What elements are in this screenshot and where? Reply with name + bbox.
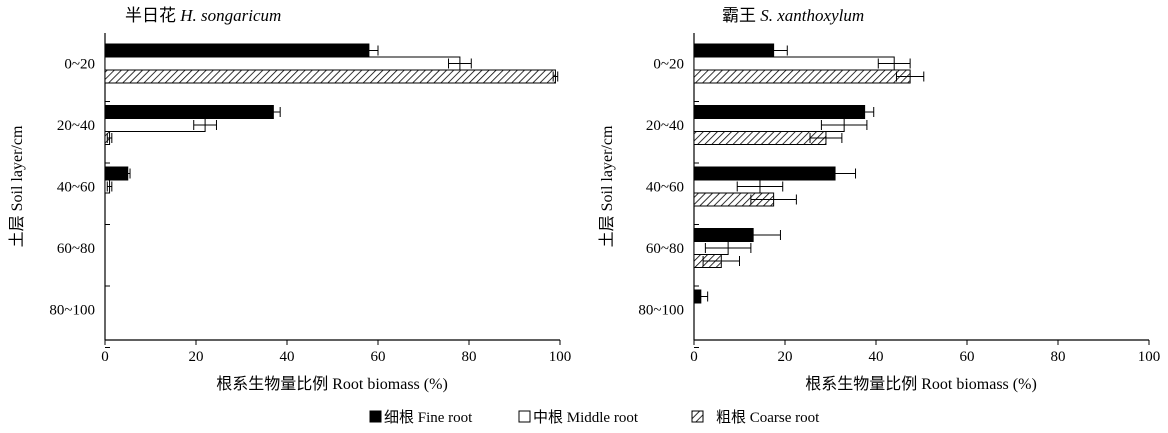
chart-panel-1: 半日花 H. songaricum 0 20 40 60 80 100 0~20 20~40 40… <box>8 6 571 393</box>
legend-item-middle: 中根 Middle root <box>518 409 639 426</box>
error-bar-fine <box>814 168 857 179</box>
error-bar-fine <box>124 168 131 179</box>
bar-fine <box>104 43 370 58</box>
x-tick-label: 100 <box>1138 349 1161 365</box>
error-bar-coarse <box>895 71 925 82</box>
y-tick-label: 80~100 <box>638 303 684 319</box>
error-bar-middle <box>193 120 217 130</box>
chart-title-cn: 半日花 <box>125 6 180 25</box>
chart-title-latin: H. songaricum <box>179 6 281 25</box>
legend-label: 中根 Middle root <box>533 409 639 426</box>
y-tick-label: 80~100 <box>49 303 95 319</box>
error-bar-fine <box>759 45 788 56</box>
y-tick-label: 20~40 <box>57 118 95 134</box>
bar-middle <box>104 56 461 71</box>
x-tick-label: 40 <box>280 349 295 365</box>
y-tick-label: 60~80 <box>57 241 95 257</box>
bar-middle <box>693 56 895 71</box>
chart-title-latin: S. xanthoxylum <box>760 6 864 25</box>
y-axis-label: 土层 Soil layer/cm <box>598 125 616 247</box>
x-tick-label: 20 <box>189 349 204 365</box>
chart-title: 霸王 S. xanthoxylum <box>722 6 864 25</box>
legend-swatch <box>691 410 704 423</box>
x-axis-label: 根系生物量比例 Root biomass (%) <box>805 375 1037 393</box>
x-tick-label: 80 <box>1051 349 1066 365</box>
y-tick-label: 0~20 <box>653 57 684 73</box>
x-tick-label: 60 <box>371 349 386 365</box>
legend-item-fine: 细根 Fine root <box>369 409 473 426</box>
y-tick-label: 20~40 <box>646 118 684 134</box>
y-tick-label: 40~60 <box>57 180 95 196</box>
legend-label: 粗根 Coarse root <box>716 409 820 426</box>
y-tick-label: 60~80 <box>646 241 684 257</box>
error-bar-coarse <box>106 133 113 143</box>
x-tick-label: 60 <box>960 349 975 365</box>
error-bar-fine <box>855 107 875 117</box>
error-bar-middle <box>448 58 472 69</box>
bar-fine <box>693 166 836 181</box>
chart-panel-2: 霸王 S. xanthoxylum 0 20 40 60 80 100 0~20 20~40 40… <box>598 6 1160 393</box>
error-bar-middle <box>877 58 911 69</box>
error-bar-coarse <box>809 133 843 143</box>
error-bar-fine <box>693 291 709 302</box>
y-tick-label: 40~60 <box>646 180 684 196</box>
bar-fine <box>693 105 866 119</box>
chart-title: 半日花 H. songaricum <box>125 6 281 25</box>
error-bar-middle <box>736 181 784 192</box>
legend-swatch <box>369 410 382 423</box>
bar-coarse <box>693 131 827 145</box>
x-tick-label: 100 <box>549 349 572 365</box>
error-bar-fine <box>266 107 281 117</box>
bar-middle <box>104 118 206 132</box>
error-bar-middle <box>820 120 868 130</box>
error-bar-coarse <box>552 71 559 82</box>
bar-coarse <box>693 69 911 84</box>
error-bar-fine <box>725 230 781 240</box>
y-tick-label: 0~20 <box>64 57 95 73</box>
x-tick-label: 80 <box>462 349 477 365</box>
x-tick-label: 0 <box>101 349 109 365</box>
error-bar-coarse <box>702 256 740 266</box>
legend-item-coarse: 粗根 Coarse root <box>691 409 820 426</box>
bar-fine <box>104 105 274 119</box>
error-bar-middle <box>106 181 113 192</box>
error-bar-middle <box>704 243 752 253</box>
legend-label: 细根 Fine root <box>384 409 473 426</box>
x-tick-label: 20 <box>778 349 793 365</box>
error-bar-fine <box>359 45 379 56</box>
y-axis-label: 土层 Soil layer/cm <box>8 125 26 247</box>
legend-swatch <box>518 410 531 423</box>
bar-coarse <box>104 69 556 84</box>
legend: 细根 Fine root 中根 Middle root 粗根 Coarse root <box>369 409 820 426</box>
x-tick-label: 40 <box>869 349 884 365</box>
error-bar-coarse <box>750 194 797 205</box>
bar-fine <box>104 166 129 181</box>
x-tick-label: 0 <box>690 349 698 365</box>
chart-title-cn: 霸王 <box>722 6 760 25</box>
x-axis-label: 根系生物量比例 Root biomass (%) <box>216 375 448 393</box>
